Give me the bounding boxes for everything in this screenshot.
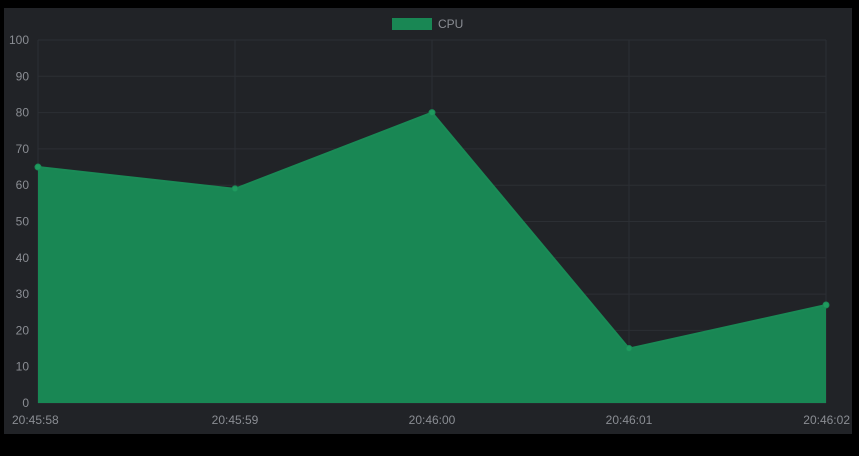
data-point-3[interactable] — [625, 345, 633, 353]
y-tick-label-30: 30 — [16, 287, 30, 301]
y-tick-label-0: 0 — [22, 396, 29, 410]
y-axis-ticks: 0 10 20 30 40 50 60 70 80 90 100 — [9, 33, 29, 410]
y-tick-label-50: 50 — [16, 215, 30, 229]
legend[interactable]: CPU — [392, 17, 463, 31]
x-tick-label-0: 20:45:58 — [12, 413, 59, 427]
y-tick-label-20: 20 — [16, 323, 30, 337]
data-point-1[interactable] — [231, 185, 239, 193]
data-point-2[interactable] — [428, 109, 436, 117]
x-axis-ticks: 20:45:58 20:45:59 20:46:00 20:46:01 20:46:02 — [12, 413, 850, 427]
cpu-area-fill — [38, 112, 826, 403]
data-point-4[interactable] — [822, 301, 830, 309]
data-points — [34, 109, 830, 353]
y-tick-label-100: 100 — [9, 33, 29, 47]
y-tick-label-10: 10 — [16, 360, 30, 374]
y-tick-label-40: 40 — [16, 251, 30, 265]
y-tick-label-60: 60 — [16, 178, 30, 192]
y-tick-label-70: 70 — [16, 142, 30, 156]
y-tick-label-80: 80 — [16, 106, 30, 120]
legend-label-cpu[interactable]: CPU — [438, 17, 463, 31]
x-tick-label-2: 20:46:00 — [409, 413, 456, 427]
data-point-0[interactable] — [34, 163, 42, 171]
x-tick-label-1: 20:45:59 — [212, 413, 259, 427]
legend-swatch-cpu[interactable] — [392, 18, 432, 30]
x-tick-label-3: 20:46:01 — [606, 413, 653, 427]
y-tick-label-90: 90 — [16, 69, 30, 83]
x-tick-label-4: 20:46:02 — [803, 413, 850, 427]
